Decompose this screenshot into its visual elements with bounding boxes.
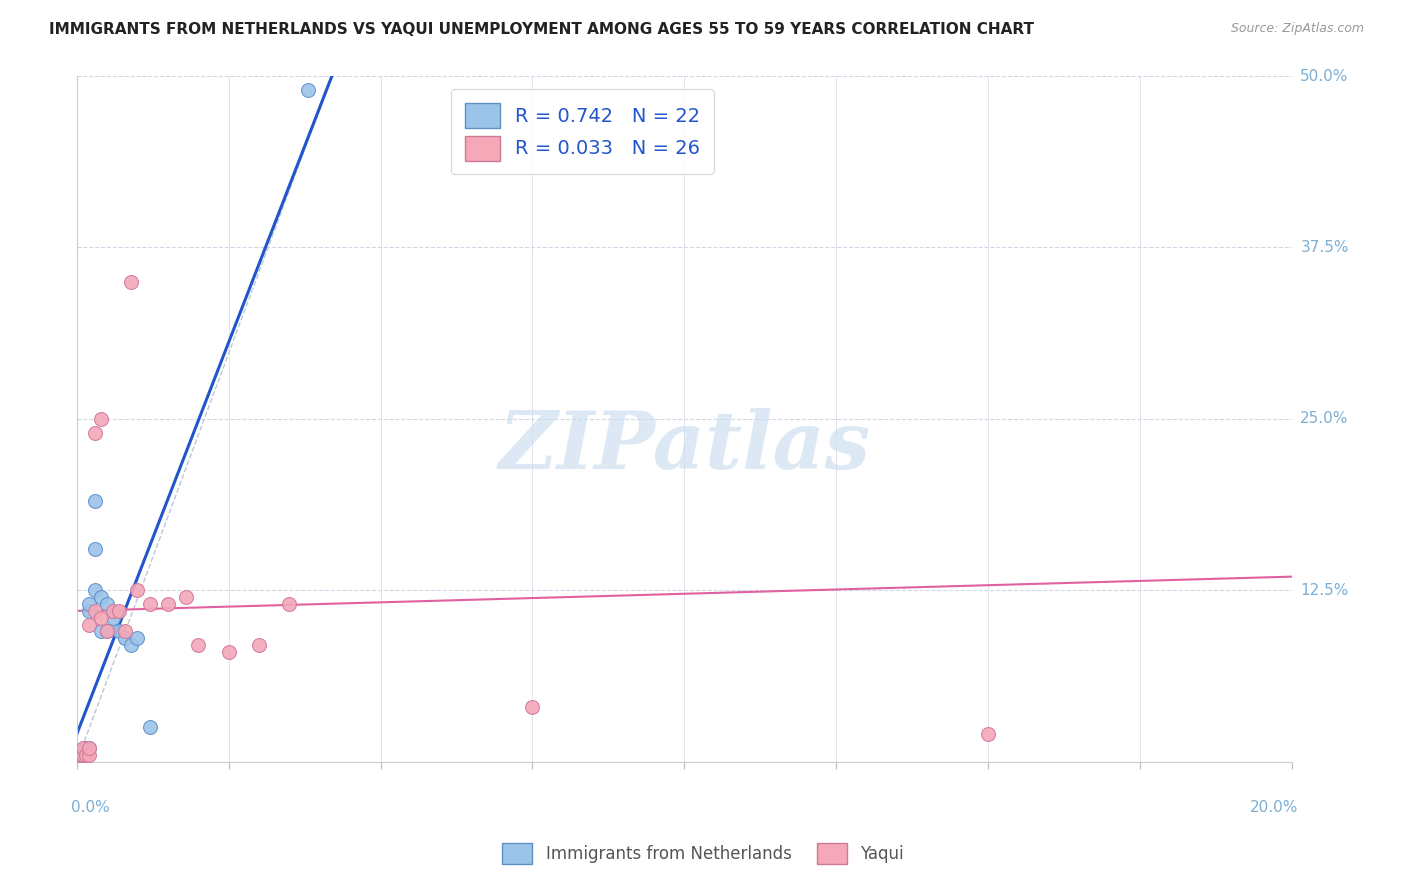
Point: [75, 741, 97, 756]
Point: [138, 597, 160, 611]
Point: [96, 597, 118, 611]
Point: [114, 632, 136, 646]
Point: [174, 591, 197, 605]
Point: [72, 747, 94, 762]
Point: [96, 624, 118, 639]
Point: [120, 275, 142, 289]
Point: [77, 747, 100, 762]
Point: [278, 597, 301, 611]
Point: [69, 747, 91, 762]
Text: 12.5%: 12.5%: [1301, 582, 1348, 598]
Point: [187, 638, 209, 652]
Point: [90, 412, 112, 426]
Text: 20.0%: 20.0%: [1250, 799, 1298, 814]
Text: 50.0%: 50.0%: [1301, 69, 1348, 84]
Text: IMMIGRANTS FROM NETHERLANDS VS YAQUI UNEMPLOYMENT AMONG AGES 55 TO 59 YEARS CORR: IMMIGRANTS FROM NETHERLANDS VS YAQUI UNE…: [49, 22, 1035, 37]
Point: [84, 583, 107, 598]
Legend: R = 0.742   N = 22, R = 0.033   N = 26: R = 0.742 N = 22, R = 0.033 N = 26: [451, 89, 714, 174]
Point: [72, 744, 94, 758]
Point: [977, 727, 1000, 741]
Point: [156, 597, 179, 611]
Point: [72, 741, 94, 756]
Point: [84, 604, 107, 618]
Point: [247, 638, 270, 652]
Point: [108, 604, 131, 618]
Point: [84, 542, 107, 557]
Text: 37.5%: 37.5%: [1301, 240, 1348, 255]
Point: [75, 747, 97, 762]
Point: [127, 583, 149, 598]
Point: [77, 741, 100, 756]
Point: [90, 624, 112, 639]
Point: [77, 617, 100, 632]
Point: [101, 611, 124, 625]
Point: [114, 624, 136, 639]
Point: [297, 83, 319, 97]
Point: [77, 604, 100, 618]
Point: [138, 721, 160, 735]
Text: 25.0%: 25.0%: [1301, 411, 1348, 426]
Point: [84, 425, 107, 440]
Point: [101, 604, 124, 618]
Point: [108, 624, 131, 639]
Point: [84, 494, 107, 508]
Point: [218, 645, 240, 659]
Point: [127, 632, 149, 646]
Point: [77, 597, 100, 611]
Point: [77, 741, 100, 756]
Point: [72, 747, 94, 762]
Legend: Immigrants from Netherlands, Yaqui: Immigrants from Netherlands, Yaqui: [496, 837, 910, 871]
Point: [522, 700, 544, 714]
Text: 0.0%: 0.0%: [70, 799, 110, 814]
Point: [75, 747, 97, 762]
Point: [96, 624, 118, 639]
Point: [90, 591, 112, 605]
Point: [69, 747, 91, 762]
Text: Source: ZipAtlas.com: Source: ZipAtlas.com: [1230, 22, 1364, 36]
Point: [120, 638, 142, 652]
Text: ZIPatlas: ZIPatlas: [498, 408, 870, 485]
Point: [90, 611, 112, 625]
